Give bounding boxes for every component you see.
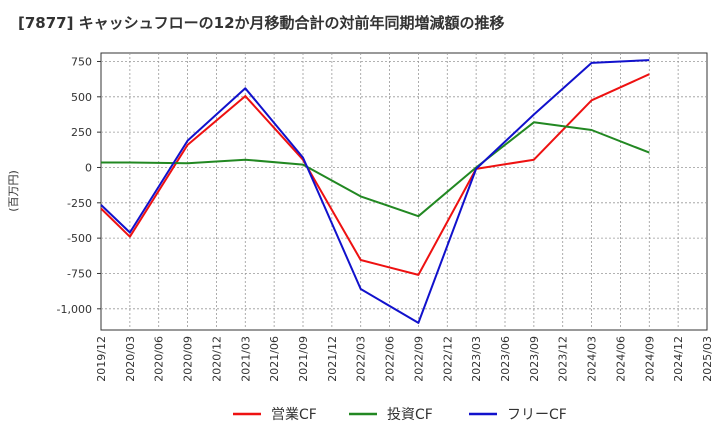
- y-tick-label: -1,000: [57, 303, 92, 316]
- x-tick-label: 2022/03: [355, 336, 368, 382]
- x-tick-label: 2023/09: [528, 336, 541, 382]
- x-tick-label: 2023/03: [470, 336, 483, 382]
- legend-item-1: 営業CF: [233, 407, 317, 423]
- legend-item-3: フリーCF: [469, 407, 567, 423]
- x-tick-label: 2021/06: [268, 336, 281, 382]
- legend-label: 投資CF: [387, 407, 433, 423]
- legend-item-2: 投資CF: [349, 407, 433, 423]
- x-tick-label: 2022/12: [441, 336, 454, 382]
- y-tick-label: 0: [85, 161, 92, 174]
- x-tick-label: 2024/06: [614, 336, 627, 382]
- x-tick-label: 2021/12: [326, 336, 339, 382]
- x-tick-label: 2023/12: [557, 336, 570, 382]
- series-lines: [100, 59, 650, 324]
- y-tick-label: -750: [67, 267, 92, 280]
- series-line-3: [100, 59, 650, 324]
- x-axis: 2019/12 2020/03 2020/06 2020/09 2020/12 2021/…: [95, 336, 714, 382]
- series-line-2: [101, 121, 650, 218]
- x-tick-label: 2021/03: [239, 336, 252, 382]
- y-axis-label: (百万円): [7, 170, 20, 212]
- x-tick-label: 2022/09: [412, 336, 425, 382]
- x-tick-label: 2024/12: [672, 336, 685, 382]
- y-tick-label: 750: [71, 55, 92, 68]
- series-line-1: [100, 73, 650, 276]
- x-tick-label: 2020/12: [210, 336, 223, 382]
- x-tick-label: 2024/09: [643, 336, 656, 382]
- y-axis: 750 500 250 0 -250 -500 -750 -1,000: [57, 55, 101, 316]
- y-tick-label: 250: [71, 126, 92, 139]
- x-tick-label: 2022/06: [384, 336, 397, 382]
- x-tick-label: 2021/09: [297, 336, 310, 382]
- y-tick-label: 500: [71, 91, 92, 104]
- x-tick-label: 2025/03: [701, 336, 714, 382]
- x-tick-label: 2020/09: [182, 336, 195, 382]
- y-tick-label: -500: [67, 232, 92, 245]
- x-tick-label: 2024/03: [586, 336, 599, 382]
- y-tick-label: -250: [67, 197, 92, 210]
- legend-label: フリーCF: [507, 407, 567, 423]
- plot-area: [100, 52, 708, 331]
- x-tick-label: 2019/12: [95, 336, 108, 382]
- x-tick-label: 2020/06: [153, 336, 166, 382]
- x-tick-label: 2023/06: [499, 336, 512, 382]
- chart-title: [7877] キャッシュフローの12か月移動合計の対前年同期増減額の推移: [18, 14, 505, 32]
- x-tick-label: 2020/03: [124, 336, 137, 382]
- legend: 営業CF 投資CF フリーCF: [233, 407, 567, 423]
- legend-label: 営業CF: [271, 407, 317, 423]
